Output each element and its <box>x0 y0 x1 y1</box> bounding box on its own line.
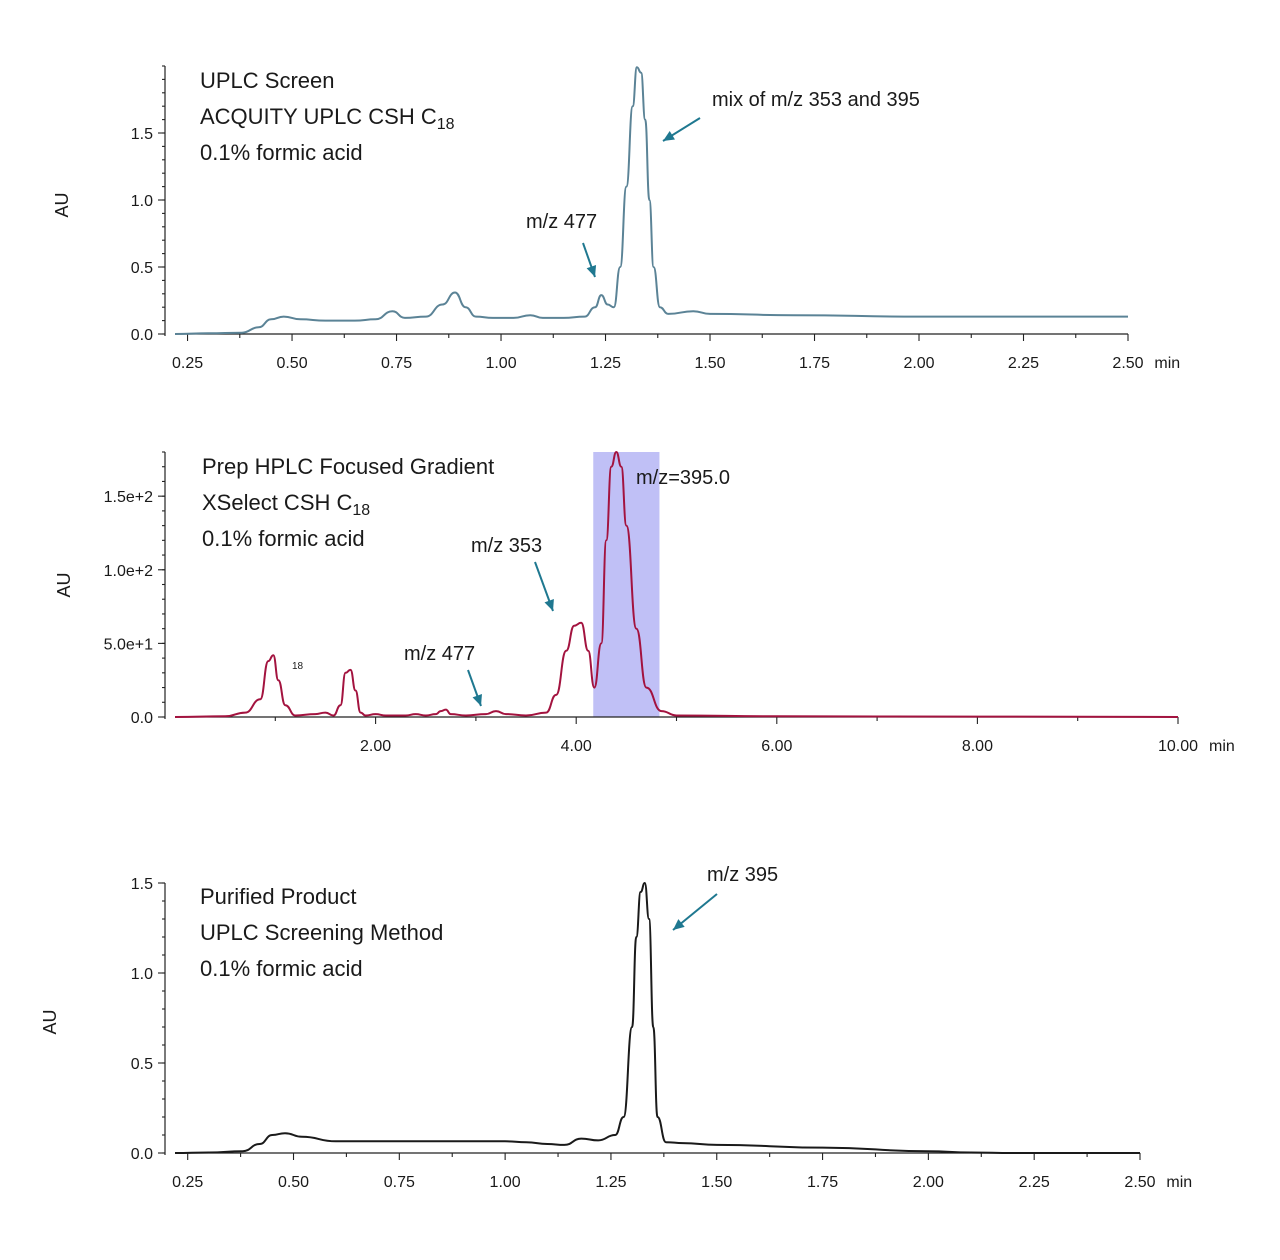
chart-title-line: XSelect CSH C18 <box>202 490 370 519</box>
x-tick-label: 1.50 <box>694 355 725 372</box>
x-tick-label: 10.00 <box>1158 738 1198 755</box>
x-tick-label: 1.75 <box>799 355 830 372</box>
chart-purified-product: 0.0 0.5 1.0 1.5 0.25 0.50 0.75 1.00 1.25 1.50 1.75… <box>40 864 1192 1191</box>
annotation-arrow-head <box>673 919 685 930</box>
title-subscript: 18 <box>437 116 455 133</box>
x-axis-label: min <box>1166 1174 1192 1191</box>
y-tick-label: 1.5e+2 <box>104 489 153 506</box>
chromatogram-trace <box>174 451 1179 718</box>
y-tick-label: 0.5 <box>131 260 153 277</box>
chart-title-line: 0.1% formic acid <box>202 526 365 551</box>
chart-uplc-screen: 0.0 0.5 1.0 1.5 0.25 0.50 0.75 1.00 1.25 1.50 1.75… <box>52 65 1180 372</box>
x-tick-label: 2.50 <box>1112 355 1143 372</box>
x-tick-label: 2.25 <box>1008 355 1039 372</box>
chart-title-line: Purified Product <box>200 884 357 909</box>
x-tick-label: 0.75 <box>381 355 412 372</box>
x-tick-label: 0.25 <box>172 1174 203 1191</box>
x-tick-label: 0.75 <box>384 1174 415 1191</box>
chart-title-line: 0.1% formic acid <box>200 140 363 165</box>
annotation-arrow-head <box>544 598 554 611</box>
chromatogram-trace <box>174 882 1140 1155</box>
x-tick-label: 2.00 <box>913 1174 944 1191</box>
y-tick-label: 5.0e+1 <box>104 636 153 653</box>
x-tick-label: 1.25 <box>590 355 621 372</box>
y-tick-label: 1.5 <box>131 126 153 143</box>
annotation-arrow-head <box>663 130 675 141</box>
y-tick-label: 0.0 <box>131 1146 153 1163</box>
y-tick-label: 1.0 <box>131 966 153 983</box>
annotation-arrow-head <box>472 693 482 706</box>
x-tick-label: 1.00 <box>485 355 516 372</box>
chromatogram-trace <box>174 66 1128 335</box>
x-tick-label: 0.50 <box>278 1174 309 1191</box>
y-tick-label: 1.0e+2 <box>104 563 153 580</box>
chart-prep-hplc: 0.0 5.0e+1 1.0e+2 1.5e+2 2.00 4.00 6.00 8.00 10.… <box>54 451 1235 755</box>
x-tick-label: 1.75 <box>807 1174 838 1191</box>
chart-title-line: UPLC Screening Method <box>200 920 443 945</box>
x-tick-label: 4.00 <box>561 738 592 755</box>
chart-title-line: Prep HPLC Focused Gradient <box>202 454 494 479</box>
x-tick-label: 2.00 <box>903 355 934 372</box>
y-tick-label: 0.0 <box>131 710 153 727</box>
x-tick-label: 1.50 <box>701 1174 732 1191</box>
x-tick-label: 2.00 <box>360 738 391 755</box>
y-tick-label: 0.5 <box>131 1056 153 1073</box>
collected-fraction-label: m/z=395.0 <box>636 467 730 489</box>
y-axis-label: AU <box>40 1009 60 1034</box>
x-tick-label: 0.25 <box>172 355 203 372</box>
y-tick-label: 0.0 <box>131 327 153 344</box>
peak-annotation: m/z 353 <box>471 535 542 557</box>
y-axis-label: AU <box>52 192 72 217</box>
x-tick-label: 0.50 <box>276 355 307 372</box>
x-tick-label: 1.25 <box>595 1174 626 1191</box>
peak-annotation: m/z 477 <box>526 211 597 233</box>
peak-annotation: m/z 477 <box>404 643 475 665</box>
peak-annotation: mix of m/z 353 and 395 <box>712 89 920 111</box>
y-tick-label: 1.5 <box>131 876 153 893</box>
x-tick-label: 6.00 <box>761 738 792 755</box>
chart-title-line: 0.1% formic acid <box>200 956 363 981</box>
x-tick-label: 2.50 <box>1124 1174 1155 1191</box>
x-tick-label: 8.00 <box>962 738 993 755</box>
stray-label: 18 <box>292 661 304 672</box>
annotation-arrow-head <box>586 264 597 277</box>
chart-title-line: ACQUITY UPLC CSH C18 <box>200 104 455 133</box>
peak-annotation: m/z 395 <box>707 864 778 886</box>
x-axis-label: min <box>1154 355 1180 372</box>
y-axis-label: AU <box>54 572 74 597</box>
x-tick-label: 2.25 <box>1019 1174 1050 1191</box>
x-tick-label: 1.00 <box>490 1174 521 1191</box>
title-subscript: 18 <box>352 502 370 519</box>
y-tick-label: 1.0 <box>131 193 153 210</box>
x-axis-label: min <box>1209 738 1235 755</box>
chart-title-line: UPLC Screen <box>200 68 335 93</box>
